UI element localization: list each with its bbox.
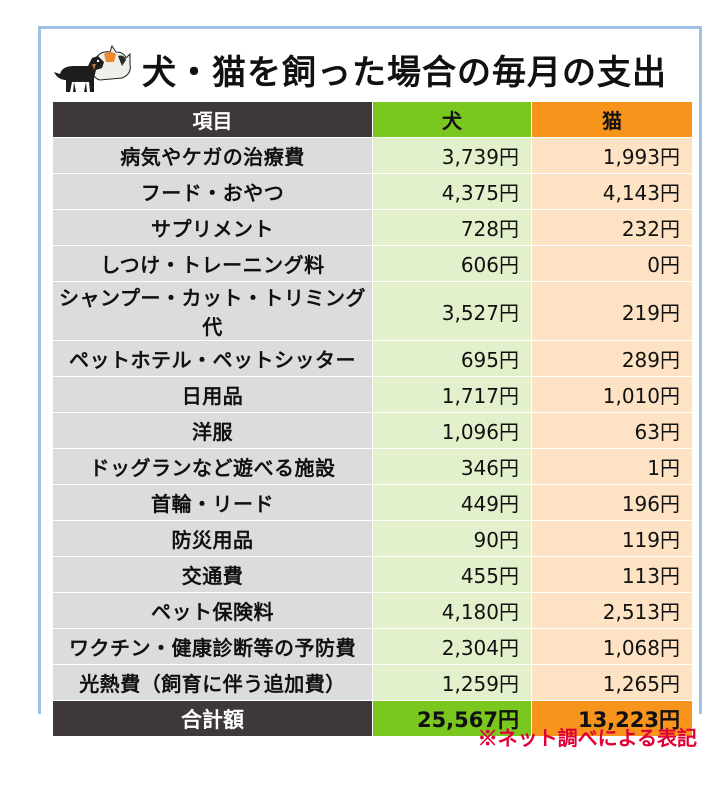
cat-cost: 1,068円	[531, 628, 693, 665]
table-row: ペットホテル・ペットシッター 695円 289円	[52, 340, 693, 377]
expense-item: ワクチン・健康診断等の予防費	[52, 628, 373, 665]
cat-cost: 196円	[531, 484, 693, 521]
total-dog: 25,567円	[372, 700, 532, 737]
cat-cost: 219円	[531, 281, 693, 341]
header-dog: 犬	[372, 101, 532, 138]
table-row: しつけ・トレーニング料 606円 0円	[52, 245, 693, 282]
table-row: 病気やケガの治療費 3,739円 1,993円	[52, 137, 693, 174]
expense-item: 洋服	[52, 412, 373, 449]
dog-cost: 449円	[372, 484, 532, 521]
table-row: ペット保険料 4,180円 2,513円	[52, 592, 693, 629]
dog-cost: 90円	[372, 520, 532, 557]
expense-table: 項目 犬 猫 病気やケガの治療費 3,739円 1,993円 フード・おやつ 4,375…	[52, 101, 693, 737]
cat-cost: 1円	[531, 448, 693, 485]
expense-item: 日用品	[52, 376, 373, 413]
table-row: 光熱費（飼育に伴う追加費） 1,259円 1,265円	[52, 664, 693, 701]
page-title: 犬・猫を飼った場合の毎月の支出	[142, 52, 667, 93]
dog-cost: 4,375円	[372, 173, 532, 210]
dog-cost: 4,180円	[372, 592, 532, 629]
table-header-row: 項目 犬 猫	[52, 101, 693, 138]
expense-item: 病気やケガの治療費	[52, 137, 373, 174]
cat-cost: 232円	[531, 209, 693, 246]
expense-item: 光熱費（飼育に伴う追加費）	[52, 664, 373, 701]
expense-item: しつけ・トレーニング料	[52, 245, 373, 282]
table-row: ワクチン・健康診断等の予防費 2,304円 1,068円	[52, 628, 693, 665]
dog-cost: 346円	[372, 448, 532, 485]
table-row: ドッグランなど遊べる施設 346円 1円	[52, 448, 693, 485]
expense-item: ペットホテル・ペットシッター	[52, 340, 373, 377]
table-row: 交通費 455円 113円	[52, 556, 693, 593]
expense-item: サプリメント	[52, 209, 373, 246]
expense-item: 防災用品	[52, 520, 373, 557]
dog-cost: 3,739円	[372, 137, 532, 174]
expense-item: ペット保険料	[52, 592, 373, 629]
table-row: 洋服 1,096円 63円	[52, 412, 693, 449]
cat-cost: 1,993円	[531, 137, 693, 174]
total-label: 合計額	[52, 700, 373, 737]
header-cat: 猫	[531, 101, 693, 138]
title-row: 犬・猫を飼った場合の毎月の支出	[52, 40, 692, 98]
expense-item: ドッグランなど遊べる施設	[52, 448, 373, 485]
cat-cost: 113円	[531, 556, 693, 593]
dog-cost: 455円	[372, 556, 532, 593]
cat-cost: 119円	[531, 520, 693, 557]
source-note: ※ネット調べによる表記	[477, 726, 697, 750]
cat-cost: 63円	[531, 412, 693, 449]
dog-cost: 728円	[372, 209, 532, 246]
dog-cost: 2,304円	[372, 628, 532, 665]
table-row: サプリメント 728円 232円	[52, 209, 693, 246]
cat-cost: 4,143円	[531, 173, 693, 210]
cat-cost: 289円	[531, 340, 693, 377]
expense-item: 首輪・リード	[52, 484, 373, 521]
expense-item: フード・おやつ	[52, 173, 373, 210]
table-row: フード・おやつ 4,375円 4,143円	[52, 173, 693, 210]
dog-cost: 695円	[372, 340, 532, 377]
table-row: 首輪・リード 449円 196円	[52, 484, 693, 521]
dog-cost: 606円	[372, 245, 532, 282]
cat-cost: 1,010円	[531, 376, 693, 413]
expense-item: シャンプー・カット・トリミング代	[52, 281, 373, 341]
total-row: 合計額 25,567円 13,223円	[52, 700, 693, 737]
cat-cost: 2,513円	[531, 592, 693, 629]
dog-cost: 3,527円	[372, 281, 532, 341]
header-item: 項目	[52, 101, 373, 138]
table-row: 防災用品 90円 119円	[52, 520, 693, 557]
cat-cost: 1,265円	[531, 664, 693, 701]
table-row: シャンプー・カット・トリミング代 3,527円 219円	[52, 281, 693, 341]
table-row: 日用品 1,717円 1,010円	[52, 376, 693, 413]
dog-and-cat-icon	[54, 44, 131, 92]
dog-cost: 1,096円	[372, 412, 532, 449]
total-cat: 13,223円	[531, 700, 693, 737]
dog-cost: 1,717円	[372, 376, 532, 413]
cat-cost: 0円	[531, 245, 693, 282]
dog-cost: 1,259円	[372, 664, 532, 701]
expense-item: 交通費	[52, 556, 373, 593]
